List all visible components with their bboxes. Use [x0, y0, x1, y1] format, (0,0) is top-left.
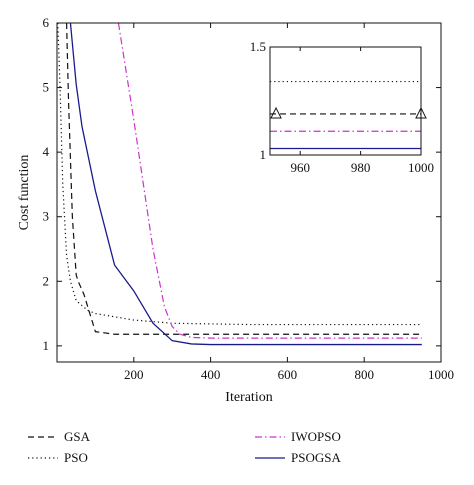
main-plot-frame	[56, 22, 442, 363]
x-tick-label: 400	[201, 367, 221, 382]
legend-label-iwopso: IWOPSO	[291, 429, 341, 444]
inset-plot-frame	[269, 46, 422, 156]
inset-x-tick-label: 1000	[408, 160, 434, 175]
x-axis-title: Iteration	[225, 390, 272, 405]
y-tick-label: 5	[43, 80, 50, 95]
x-tick-label: 600	[278, 367, 298, 382]
legend-item-pso: PSO	[28, 450, 88, 465]
y-tick-label: 3	[43, 209, 50, 224]
series-pso	[57, 23, 422, 326]
main-plot: 200 400 600 800 1000 1 2 3 4 5 6 Iteration Cost func…	[17, 15, 454, 405]
inset-x-tick-label: 980	[351, 160, 371, 175]
y-axis-title: Cost function	[17, 155, 32, 231]
y-tick-label: 2	[43, 273, 50, 288]
inset-plot: 960 980 1000 1 1.5	[250, 39, 434, 175]
inset-y-tick-label: 1.5	[250, 39, 266, 54]
x-tick-label: 800	[354, 367, 374, 382]
x-tick-label: 200	[124, 367, 144, 382]
series-psogsa	[69, 23, 422, 346]
y-tick-label: 6	[43, 15, 50, 30]
inset-y-tick-label: 1	[260, 147, 267, 162]
inset-x-tick-label: 960	[290, 160, 310, 175]
x-tick-label: 1000	[428, 367, 454, 382]
legend-label-psogsa: PSOGSA	[291, 450, 341, 465]
inset-background	[270, 47, 421, 155]
y-tick-label: 4	[43, 144, 50, 159]
legend-label-pso: PSO	[64, 450, 88, 465]
legend-label-gsa: GSA	[64, 429, 91, 444]
legend: GSA PSO IWOPSO PSOGSA	[28, 429, 341, 465]
inset-marker-triangle-0	[270, 106, 282, 119]
series-gsa	[66, 23, 422, 335]
y-tick-label: 1	[43, 338, 50, 353]
legend-item-gsa: GSA	[28, 429, 91, 444]
series-iwopso	[117, 23, 422, 339]
legend-item-iwopso: IWOPSO	[255, 429, 341, 444]
legend-item-psogsa: PSOGSA	[255, 450, 341, 465]
